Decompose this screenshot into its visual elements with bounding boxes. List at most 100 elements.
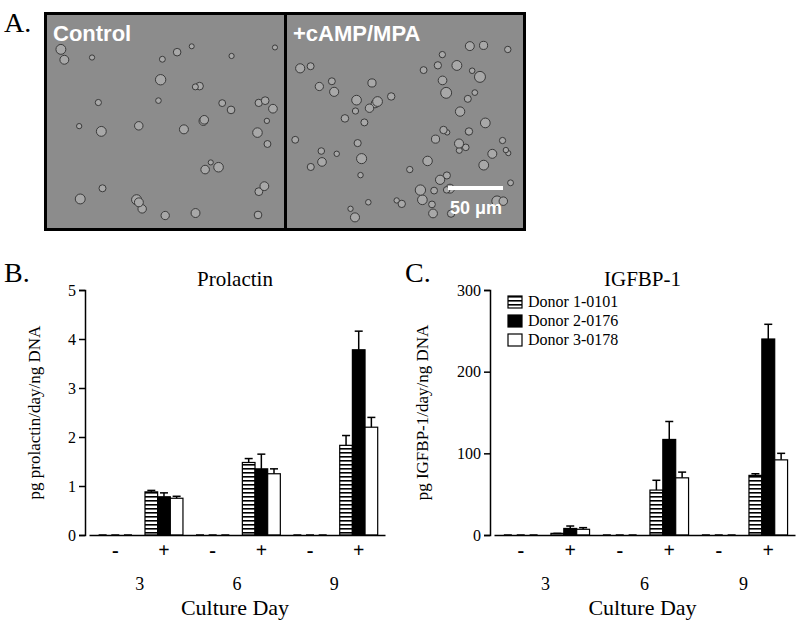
error-bar (160, 493, 168, 497)
error-bar (678, 472, 686, 478)
scale-bar-label: 50 μm (450, 198, 502, 218)
x-tick: - (112, 535, 119, 561)
error-bar (355, 331, 363, 350)
error-cap (257, 453, 265, 455)
cell (407, 166, 413, 172)
y-tick-mark (484, 371, 490, 373)
cell (441, 87, 452, 98)
cell (200, 115, 209, 124)
x-tick: - (517, 535, 524, 561)
x-tick-label: + (353, 539, 364, 561)
cell (179, 125, 188, 134)
cell (96, 126, 106, 136)
y-axis: 0100200300 (457, 282, 491, 544)
cell (429, 209, 438, 218)
cell (479, 160, 489, 170)
cell (60, 55, 69, 64)
x-group-label: 6 (640, 574, 649, 594)
error-cap (777, 453, 785, 455)
x-tick: + (353, 535, 364, 561)
cell (464, 95, 471, 102)
error-stem (371, 417, 373, 427)
cell (368, 79, 376, 87)
error-bar (342, 436, 350, 446)
x-axis-line (90, 535, 386, 537)
cell (254, 211, 262, 219)
error-stem (345, 436, 347, 446)
x-tick-label: - (209, 539, 216, 561)
cell (214, 162, 224, 172)
error-cap (764, 324, 772, 326)
cell (454, 139, 463, 148)
chart: 0100200300-+-+-+369Culture Daypg IGFBP-1… (405, 257, 796, 620)
figure: A.Control+cAMP/MPA50 μm012345-+-+-+369Cu… (0, 0, 800, 642)
x-tick: - (616, 535, 623, 561)
error-bar (147, 490, 155, 491)
error-bar (270, 469, 278, 474)
bar (365, 427, 378, 535)
cell (505, 46, 511, 52)
x-tick: - (209, 535, 216, 561)
cell (431, 135, 439, 143)
error-bar (367, 417, 375, 427)
y-tick: 0 (473, 527, 490, 544)
cell (350, 213, 359, 222)
legend-label: Donor 2-0176 (528, 312, 618, 329)
cell (95, 99, 101, 105)
y-tick-mark (79, 290, 85, 292)
plot-area (99, 331, 378, 535)
cell (315, 82, 323, 90)
error-cap (751, 473, 759, 475)
cell (328, 78, 335, 85)
error-bar (553, 533, 561, 534)
error-stem (656, 480, 658, 490)
y-axis-title: pg prolactin/day/ng DNA (25, 325, 44, 499)
y-axis-title: pg IGFBP-1/day/ng DNA (413, 324, 432, 500)
error-bar (764, 324, 772, 339)
cell (156, 98, 162, 104)
error-cap (553, 533, 561, 535)
error-cap (652, 480, 660, 482)
error-bar (579, 528, 587, 530)
cell (99, 185, 106, 192)
chart-title: IGFBP-1 (604, 267, 681, 291)
x-axis: -+-+-+ (90, 535, 386, 561)
cell (201, 165, 210, 174)
bar (158, 497, 171, 535)
y-axis-line (79, 291, 86, 536)
y-tick-label: 3 (68, 380, 76, 397)
x-tick: + (256, 535, 267, 561)
error-stem (681, 472, 683, 478)
bar (340, 445, 353, 535)
cell (227, 106, 235, 114)
error-stem (669, 421, 671, 439)
cell (439, 51, 445, 57)
cell (373, 97, 383, 107)
bar (762, 339, 775, 535)
x-tick: + (763, 535, 774, 561)
y-tick-mark (484, 453, 490, 455)
cell (435, 175, 444, 184)
x-tick: + (158, 535, 169, 561)
cell (423, 156, 432, 165)
x-tick-label: + (565, 539, 576, 561)
cell (431, 187, 438, 194)
x-group-label: 9 (739, 574, 748, 594)
error-cap (566, 525, 574, 527)
cell (260, 182, 269, 191)
cell (474, 71, 485, 82)
error-stem (358, 331, 360, 350)
cell (438, 76, 447, 85)
cell (159, 56, 165, 62)
cell (394, 198, 399, 203)
cell (480, 41, 488, 49)
cell (357, 154, 367, 164)
y-tick: 200 (457, 363, 490, 380)
cell (465, 129, 471, 135)
bar (242, 462, 255, 535)
y-tick: 100 (457, 445, 490, 462)
cell (264, 141, 271, 148)
cell (155, 75, 165, 85)
error-cap (665, 421, 673, 423)
error-cap (173, 496, 181, 498)
